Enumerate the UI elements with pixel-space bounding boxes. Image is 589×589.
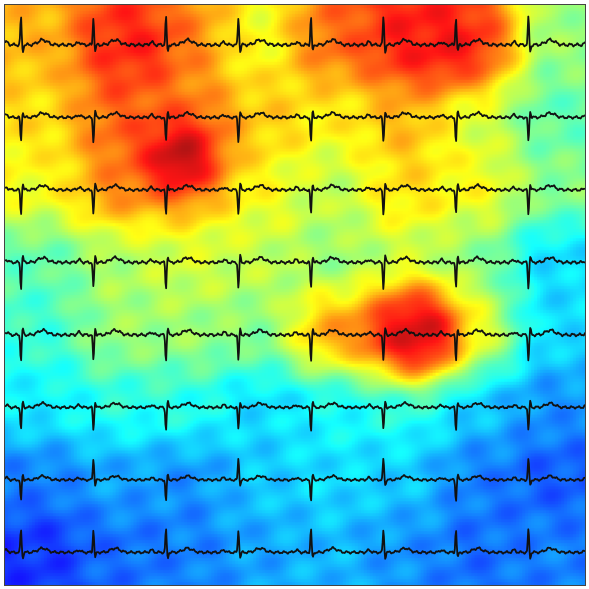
ecg-traces [5, 15, 585, 560]
ecg-trace-lead-8 [5, 528, 585, 560]
ecg-trace-lead-3 [5, 182, 585, 216]
saliency-heatmap [5, 5, 585, 585]
plot-frame [4, 4, 586, 586]
ecg-trace-lead-6 [5, 399, 585, 432]
ecg-trace-lead-5 [5, 327, 585, 362]
ecg-trace-lead-2 [5, 109, 585, 144]
ecg-trace-lead-1 [5, 15, 585, 54]
ecg-trace-lead-4 [5, 253, 585, 290]
ecg-trace-lead-7 [5, 457, 585, 502]
